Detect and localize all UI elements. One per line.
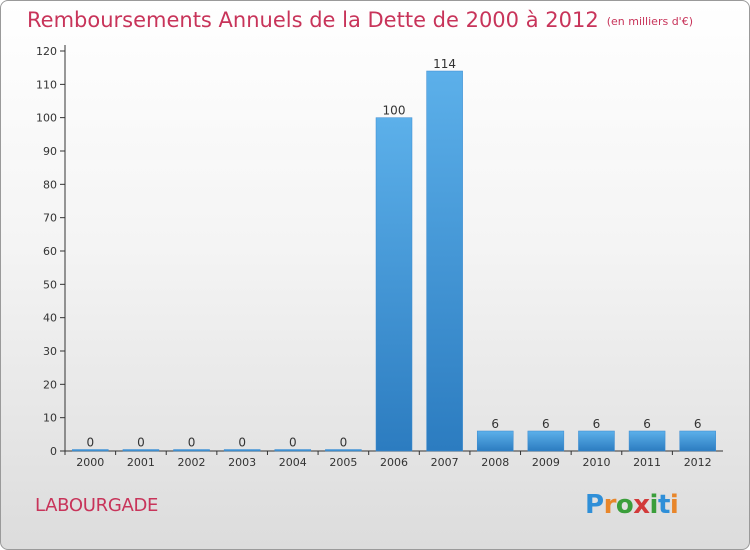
bar-2001 — [122, 449, 160, 452]
y-tick-label: 20 — [43, 378, 57, 391]
data-label-2002: 0 — [188, 436, 196, 450]
x-tick-label: 2006 — [380, 456, 408, 469]
data-label-2010: 6 — [593, 417, 601, 431]
chart-title: Remboursements Annuels de la Dette de 20… — [27, 8, 693, 32]
y-tick-label: 70 — [43, 212, 57, 225]
bar-2004 — [274, 449, 312, 452]
y-tick-label: 30 — [43, 345, 57, 358]
y-tick-label: 100 — [36, 112, 57, 125]
data-label-2006: 100 — [383, 104, 406, 118]
data-label-2009: 6 — [542, 417, 550, 431]
y-tick-label: 90 — [43, 145, 57, 158]
x-tick-label: 2004 — [279, 456, 307, 469]
data-label-2011: 6 — [643, 417, 651, 431]
data-label-2000: 0 — [86, 436, 94, 450]
logo-letter: P — [585, 490, 604, 520]
bar-2012 — [679, 430, 716, 452]
data-label-2001: 0 — [137, 436, 145, 450]
logo-letter: x — [633, 490, 650, 520]
x-tick-label: 2007 — [431, 456, 459, 469]
bar-2010 — [578, 430, 615, 452]
y-tick-label: 40 — [43, 312, 57, 325]
x-tick-label: 2002 — [178, 456, 206, 469]
bar-2003 — [223, 449, 261, 452]
y-tick-label: 60 — [43, 245, 57, 258]
y-tick-label: 120 — [36, 45, 57, 58]
x-tick-label: 2005 — [329, 456, 357, 469]
x-tick-label: 2001 — [127, 456, 155, 469]
y-tick-label: 110 — [36, 78, 57, 91]
data-label-2004: 0 — [289, 436, 297, 450]
x-tick-label: 2009 — [532, 456, 560, 469]
y-tick-label: 80 — [43, 178, 57, 191]
logo-letter: i — [669, 490, 679, 520]
logo-letter: i — [649, 490, 659, 520]
chart-bars — [72, 70, 716, 452]
y-tick-label: 50 — [43, 278, 57, 291]
commune-name: LABOURGADE — [35, 495, 159, 516]
x-tick-label: 2011 — [633, 456, 661, 469]
x-tick-label: 2008 — [481, 456, 509, 469]
bar-2005 — [325, 449, 362, 452]
bar-2007 — [426, 70, 463, 452]
chart-data-labels: 0 0 0 0 0 0 100 114 6 6 6 6 6 — [86, 57, 701, 450]
x-tick-label: 2000 — [76, 456, 104, 469]
x-tick-label: 2012 — [684, 456, 712, 469]
data-label-2008: 6 — [491, 417, 499, 431]
data-label-2005: 0 — [340, 436, 348, 450]
x-tick-label: 2003 — [228, 456, 256, 469]
bar-2011 — [628, 430, 666, 452]
bar-2008 — [476, 430, 514, 452]
bar-2006 — [375, 117, 413, 452]
logo-letter: r — [603, 490, 617, 520]
y-tick-label: 10 — [43, 412, 57, 425]
proxiti-logo: Proxiti — [585, 490, 679, 520]
bar-2000 — [72, 449, 109, 452]
chart-title-text: Remboursements Annuels de la Dette de 20… — [27, 8, 599, 32]
x-tick-label: 2010 — [582, 456, 610, 469]
y-tick-label: 0 — [50, 445, 57, 458]
bar-2002 — [173, 449, 210, 452]
data-label-2007: 114 — [433, 57, 456, 71]
data-label-2003: 0 — [238, 436, 246, 450]
logo-letter: t — [657, 490, 670, 520]
bar-2009 — [527, 430, 565, 452]
chart-unit-label: (en milliers d'€) — [606, 15, 693, 28]
data-label-2012: 6 — [694, 417, 702, 431]
logo-letter: o — [615, 490, 634, 520]
